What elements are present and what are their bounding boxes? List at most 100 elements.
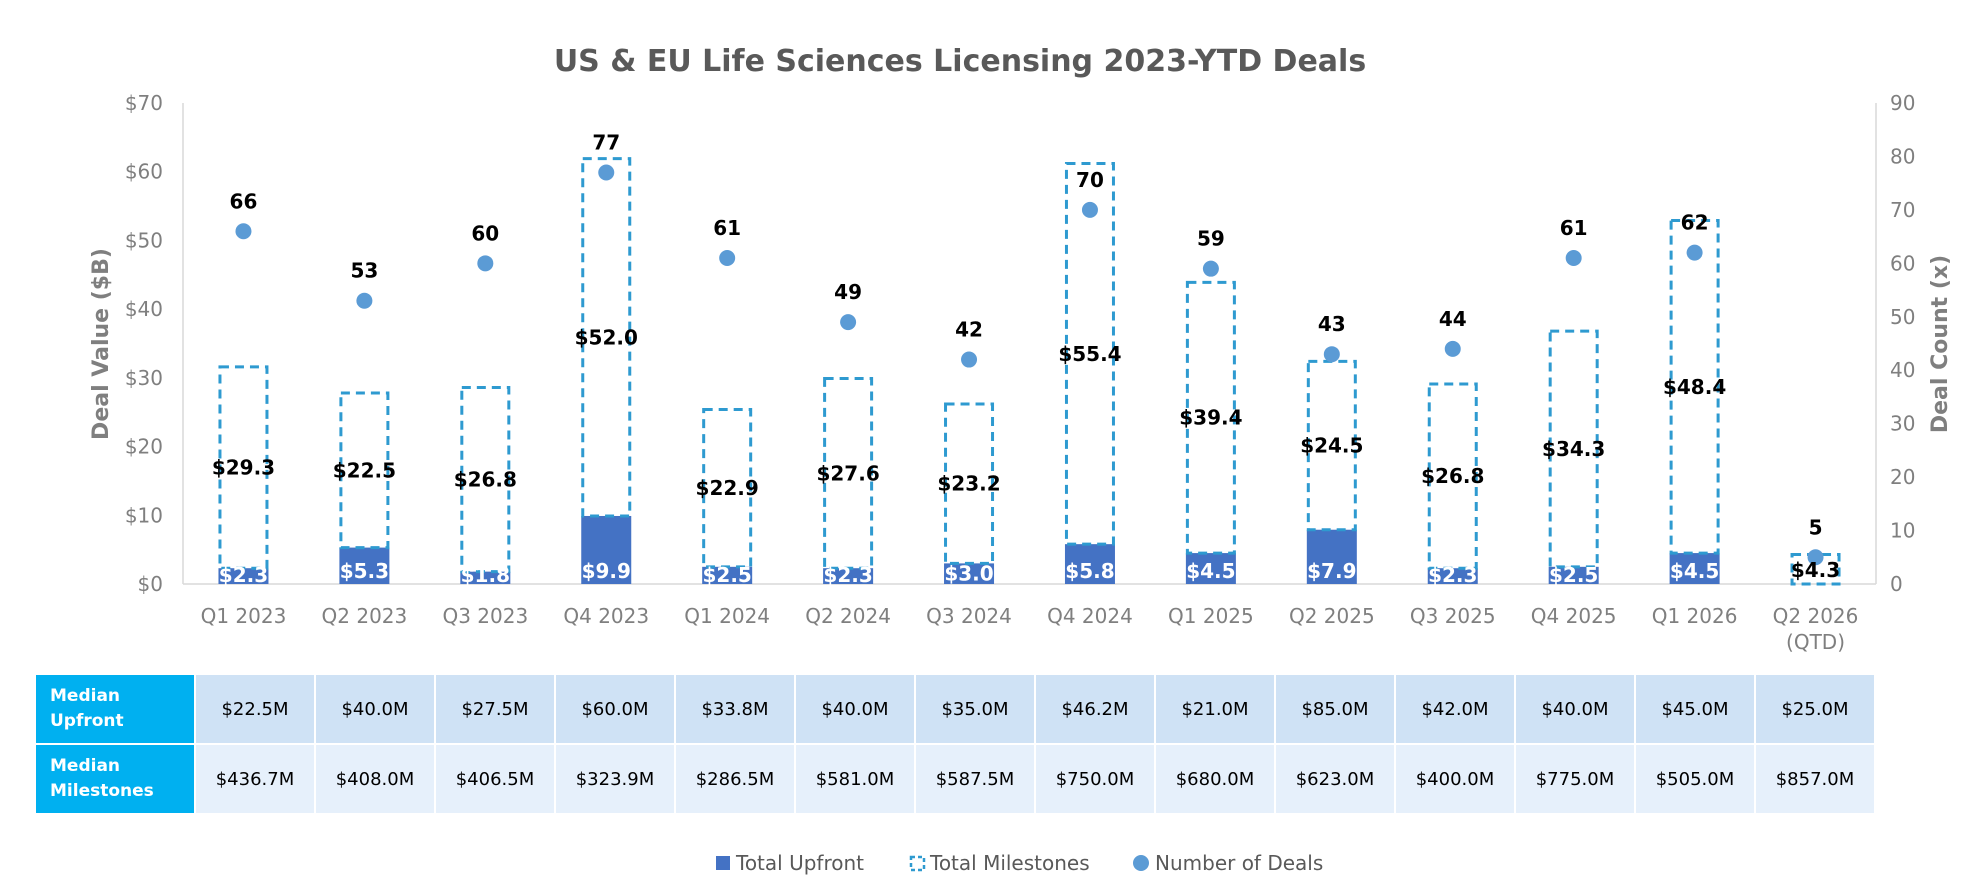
legend-swatch-milestones xyxy=(909,855,926,872)
table-cell: $408.0M xyxy=(314,743,436,815)
y2-tick-label: 90 xyxy=(1890,91,1915,115)
milestones-bar xyxy=(823,377,874,570)
x-tick-label: Q3 2024 xyxy=(926,604,1012,628)
table-cell: $750.0M xyxy=(1034,743,1156,815)
table-cell: $436.7M xyxy=(194,743,316,815)
table-cell: $33.8M xyxy=(674,673,796,745)
upfront-value-label: $2.3 xyxy=(1428,563,1477,587)
upfront-bar xyxy=(1185,553,1236,584)
deal-count-label: 60 xyxy=(471,221,499,245)
y-tick-label: $10 xyxy=(125,503,163,527)
upfront-bar xyxy=(460,571,511,584)
deal-count-point xyxy=(1686,244,1703,261)
upfront-bar xyxy=(218,568,269,584)
legend-label-deals: Number of Deals xyxy=(1155,851,1323,875)
deal-count-label: 62 xyxy=(1681,211,1709,235)
upfront-bar xyxy=(823,568,874,584)
milestones-value-label: $34.3 xyxy=(1542,437,1605,461)
table-cell: $85.0M xyxy=(1274,673,1396,745)
deal-count-label: 61 xyxy=(1560,216,1588,240)
upfront-value-label: $7.9 xyxy=(1307,559,1356,583)
table-cell: $680.0M xyxy=(1154,743,1276,815)
milestones-value-label: $48.4 xyxy=(1663,375,1726,399)
y-tick-label: $20 xyxy=(125,435,163,459)
upfront-bar xyxy=(1064,544,1115,584)
x-tick-label: Q2 2023 xyxy=(322,604,408,628)
x-tick-label: Q3 2023 xyxy=(442,604,528,628)
row-header-line: Upfront xyxy=(50,711,124,731)
y2-tick-label: 80 xyxy=(1890,144,1915,168)
upfront-value-label: $9.9 xyxy=(582,559,631,583)
x-tick-label: Q1 2024 xyxy=(684,604,770,628)
table-cell: $42.0M xyxy=(1394,673,1516,745)
upfront-value-label: $3.0 xyxy=(944,562,993,586)
milestones-bar xyxy=(218,365,269,570)
deal-count-point xyxy=(356,292,373,309)
deal-count-point xyxy=(598,164,615,181)
y-tick-label: $50 xyxy=(125,228,163,252)
row-header-line: Milestones xyxy=(50,781,154,801)
upfront-value-label: $5.8 xyxy=(1065,559,1114,583)
chart: US & EU Life Sciences Licensing 2023-YTD… xyxy=(89,44,1953,654)
y-tick-label: $70 xyxy=(125,91,163,115)
legend-label-upfront: Total Upfront xyxy=(735,851,864,875)
table-cell: $40.0M xyxy=(794,673,916,745)
milestones-bar xyxy=(1185,280,1236,555)
upfront-value-label: $2.3 xyxy=(823,563,872,587)
y-tick-label: $40 xyxy=(125,297,163,321)
upfront-bar xyxy=(1306,529,1357,584)
upfront-bar xyxy=(1548,566,1599,584)
milestones-bar xyxy=(581,157,632,518)
upfront-value-label: $5.3 xyxy=(340,559,389,583)
row-header-line: Median xyxy=(50,686,121,706)
deal-count-label: 43 xyxy=(1318,312,1346,336)
deal-count-label: 77 xyxy=(592,130,620,154)
median-milestones-row: Median Milestones $436.7M $408.0M $406.5M $32… xyxy=(34,743,1876,815)
legend-swatch-upfront xyxy=(716,856,730,870)
legend-label-milestones: Total Milestones xyxy=(929,851,1090,875)
x-tick-label: Q4 2025 xyxy=(1531,604,1617,628)
deal-count-label: 49 xyxy=(834,280,862,304)
x-tick-label: Q1 2026 xyxy=(1652,604,1738,628)
upfront-bar xyxy=(339,547,390,584)
upfront-value-label: $2.5 xyxy=(702,563,751,587)
table-cell: $775.0M xyxy=(1514,743,1636,815)
legend: Total Upfront Total Milestones Number of… xyxy=(716,851,1323,875)
y2-tick-label: 30 xyxy=(1890,412,1915,436)
deal-count-label: 44 xyxy=(1439,307,1467,331)
row-header: Median Upfront xyxy=(34,673,196,745)
milestones-value-label: $55.4 xyxy=(1058,342,1121,366)
milestones-bar xyxy=(1669,219,1720,555)
deal-count-point xyxy=(1081,201,1098,218)
y2-axis-title: Deal Count (x) xyxy=(1928,255,1953,433)
table-cell: $40.0M xyxy=(314,673,436,745)
milestones-value-label: $22.5 xyxy=(333,458,396,482)
median-deal-terms-table: Median Upfront $22.5M $40.0M $27.5M $60.0M $33… xyxy=(34,673,1876,815)
milestones-bar xyxy=(460,385,511,574)
milestones-value-label: $4.3 xyxy=(1791,558,1840,582)
table-cell: $623.0M xyxy=(1274,743,1396,815)
y-tick-label: $30 xyxy=(125,366,163,390)
milestones-value-label: $26.8 xyxy=(454,468,517,492)
table-cell: $45.0M xyxy=(1634,673,1756,745)
x-tick-label: Q2 2025 xyxy=(1289,604,1375,628)
deal-count-label: 53 xyxy=(350,259,378,283)
upfront-bar xyxy=(702,566,753,584)
deal-count-point xyxy=(1444,340,1461,357)
y2-tick-label: 60 xyxy=(1890,251,1915,275)
legend-swatch-deals xyxy=(1133,855,1149,871)
y-tick-label: $0 xyxy=(138,572,163,596)
y2-tick-label: 20 xyxy=(1890,465,1915,489)
table-cell: $323.9M xyxy=(554,743,676,815)
milestones-value-label: $29.3 xyxy=(212,456,275,480)
row-header-line: Median xyxy=(50,756,121,776)
deal-count-point xyxy=(1807,549,1824,566)
x-tick-label: Q2 2026 xyxy=(1773,604,1859,628)
table-cell: $27.5M xyxy=(434,673,556,745)
y2-tick-label: 10 xyxy=(1890,519,1915,543)
deal-count-point xyxy=(235,223,252,240)
table-cell: $21.0M xyxy=(1154,673,1276,745)
x-tick-label: (QTD) xyxy=(1786,630,1845,654)
y2-tick-label: 70 xyxy=(1890,198,1915,222)
y2-tick-label: 50 xyxy=(1890,305,1915,329)
